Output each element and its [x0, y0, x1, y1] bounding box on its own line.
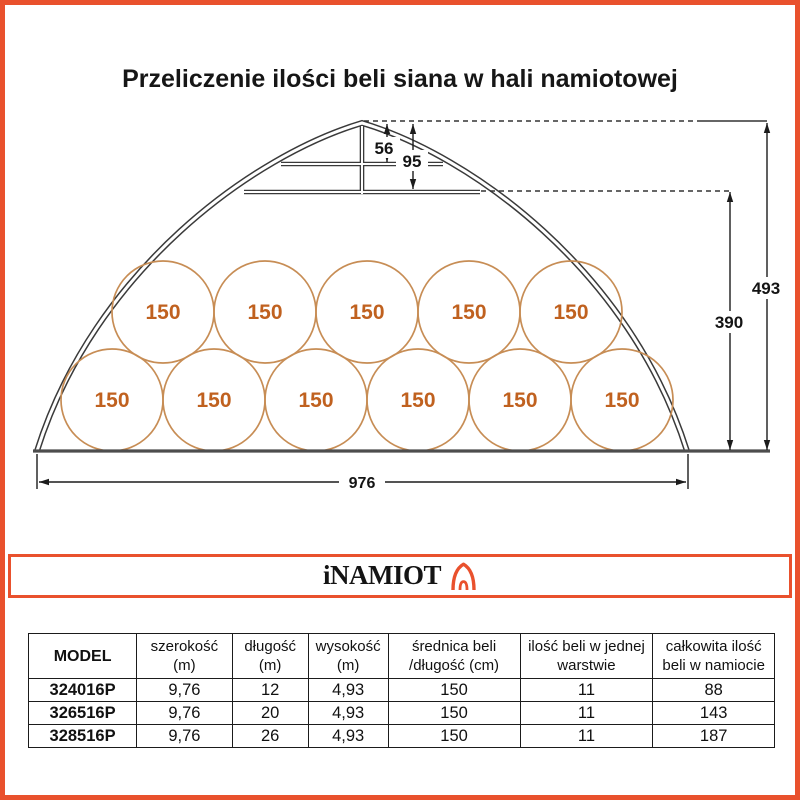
- col-header-bales-total: całkowita ilość beli w namiocie: [652, 633, 775, 679]
- spec-table: MODEL szerokość (m) długość (m) wysokość…: [27, 633, 775, 748]
- hay-bale-label: 150: [604, 389, 639, 412]
- cell-length: 20: [231, 701, 309, 725]
- dim-height-total: 493: [752, 279, 780, 298]
- cell-width: 9,76: [136, 701, 233, 725]
- hay-bale-label: 150: [298, 389, 333, 412]
- hay-bale-label: 150: [247, 301, 282, 324]
- cell-bales-total: 187: [652, 724, 775, 748]
- cell-bales-total: 143: [652, 701, 775, 725]
- reference-lines: [364, 120, 767, 192]
- col-header-width: szerokość (m): [136, 633, 233, 679]
- col-header-height: wysokość (m): [307, 633, 389, 679]
- cell-width: 9,76: [136, 724, 233, 748]
- cell-bale-diameter: 150: [387, 678, 521, 702]
- cell-bales-per-layer: 11: [519, 701, 654, 725]
- table-header-row: MODEL szerokość (m) długość (m) wysokość…: [27, 633, 775, 679]
- cell-bales-total: 88: [652, 678, 775, 702]
- cell-height: 4,93: [307, 701, 389, 725]
- hay-bale-label: 150: [145, 301, 180, 324]
- cell-bales-per-layer: 11: [519, 678, 654, 702]
- cell-length: 26: [231, 724, 309, 748]
- hay-bale-label: 150: [502, 389, 537, 412]
- hay-bales-top-row: 150 150 150 150 150: [111, 260, 623, 364]
- hay-bale-label: 150: [553, 301, 588, 324]
- cell-model: 324016P: [27, 678, 138, 702]
- cell-width: 9,76: [136, 678, 233, 702]
- hay-bale-label: 150: [196, 389, 231, 412]
- hay-bale-label: 150: [349, 301, 384, 324]
- table-row: 324016P 9,76 12 4,93 150 11 88: [27, 678, 775, 702]
- cell-bale-diameter: 150: [387, 724, 521, 748]
- table-row: 326516P 9,76 20 4,93 150 11 143: [27, 701, 775, 725]
- hay-bales-bottom-row: 150 150 150 150 150 150: [60, 348, 674, 452]
- tent-arch: [34, 119, 690, 452]
- hay-bale-circle: [519, 260, 623, 364]
- hay-bale-label: 150: [451, 301, 486, 324]
- cell-bale-diameter: 150: [387, 701, 521, 725]
- cell-model: 328516P: [27, 724, 138, 748]
- logo-band: iNAMIOT: [8, 554, 792, 598]
- table-row: 328516P 9,76 26 4,93 150 11 187: [27, 724, 775, 748]
- logo-text: iNAMIOT: [323, 559, 442, 590]
- col-header-bales-per-layer: ilość beli w jednej warstwie: [519, 633, 654, 679]
- page-title: Przeliczenie ilości beli siana w hali na…: [122, 65, 678, 93]
- hay-bale-label: 150: [400, 389, 435, 412]
- cell-model: 326516P: [27, 701, 138, 725]
- dim-truss-offset-top: 56: [375, 139, 394, 158]
- hay-bale-label: 150: [94, 389, 129, 412]
- tent-house-icon: [451, 562, 476, 590]
- col-header-model: MODEL: [27, 633, 138, 679]
- dimension-labels: 56 95 493 390 976: [339, 137, 788, 492]
- cell-length: 12: [231, 678, 309, 702]
- dim-height-inner: 390: [715, 313, 743, 332]
- dim-width-base: 976: [349, 475, 376, 492]
- dim-truss-offset-bottom: 95: [403, 152, 422, 171]
- col-header-bale-diameter: średnica beli /długość (cm): [387, 633, 521, 679]
- cell-height: 4,93: [307, 678, 389, 702]
- cell-bales-per-layer: 11: [519, 724, 654, 748]
- cell-height: 4,93: [307, 724, 389, 748]
- col-header-length: długość (m): [231, 633, 309, 679]
